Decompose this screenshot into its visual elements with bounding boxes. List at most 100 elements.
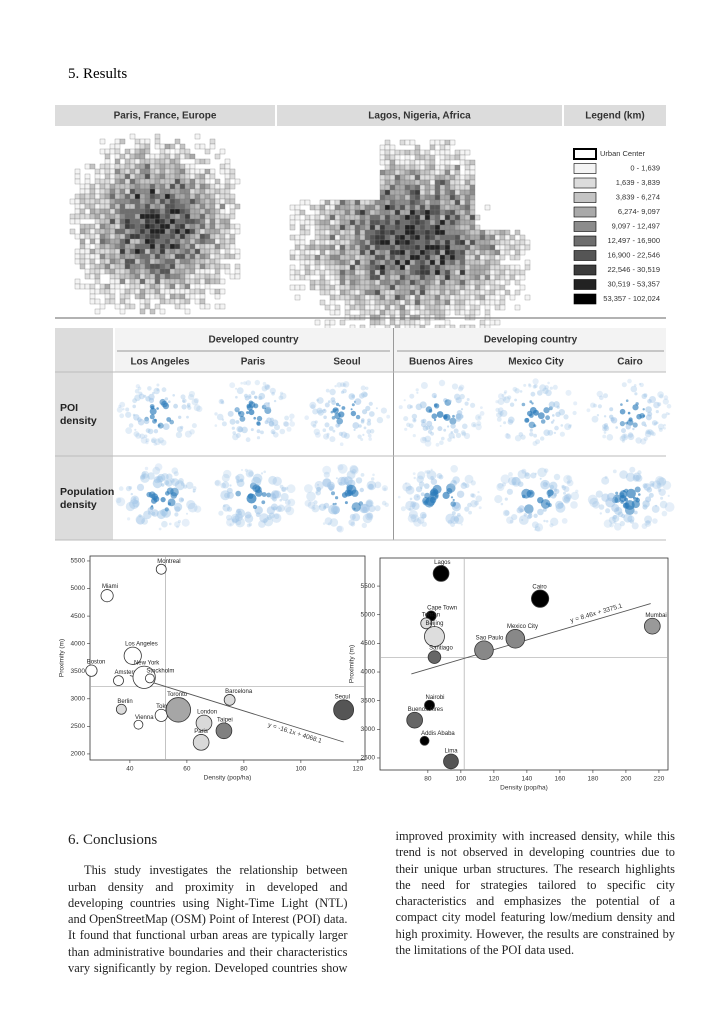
map-cell (464, 184, 471, 191)
map-cell (339, 264, 346, 271)
map-cell (89, 223, 96, 230)
map-cell (329, 224, 336, 231)
map-cell (74, 283, 81, 290)
density-dot (659, 500, 668, 509)
map-cell (439, 239, 446, 246)
map-cell (184, 253, 191, 260)
map-cell (394, 259, 401, 266)
map-cell (404, 269, 411, 276)
map-cell (439, 184, 446, 191)
density-dot (186, 500, 196, 510)
density-dot (220, 490, 231, 501)
map-cell (389, 174, 396, 181)
point (154, 708, 168, 722)
map-cell (454, 279, 461, 286)
density-dot (547, 494, 551, 498)
map-cell (174, 173, 181, 180)
map-cell (319, 269, 326, 276)
map-cell (509, 294, 516, 301)
x-tick-label: 200 (620, 776, 631, 783)
map-cell (319, 259, 326, 266)
map-cell (319, 254, 326, 261)
map-cell (414, 184, 421, 191)
map-cell (409, 139, 416, 146)
map-cell (144, 188, 151, 195)
map-cell (99, 183, 106, 190)
map-cell (389, 159, 396, 166)
map-cell (159, 148, 166, 155)
map-cell (474, 279, 481, 286)
density-dot (363, 426, 367, 430)
group-header-bg (115, 328, 666, 372)
map-cell (459, 214, 466, 221)
map-cell (204, 228, 211, 235)
map-cell (189, 218, 196, 225)
density-dot (332, 429, 336, 433)
density-dot (164, 480, 170, 486)
map-cell (184, 208, 191, 215)
density-dot (663, 427, 666, 430)
density-dot (508, 472, 513, 477)
density-dot (529, 432, 534, 437)
map-cell (414, 234, 421, 241)
density-dot (499, 414, 503, 418)
map-cell (479, 284, 486, 291)
map-cell (384, 249, 391, 256)
map-cell (364, 294, 371, 301)
map-cell (94, 253, 101, 260)
map-cell (484, 289, 491, 296)
map-cell (459, 179, 466, 186)
density-dot (289, 413, 295, 419)
map-cell (389, 284, 396, 291)
density-dot (626, 488, 636, 499)
density-dot (350, 408, 353, 411)
density-dot (529, 400, 533, 404)
map-cell (129, 153, 136, 160)
map-cell (444, 184, 451, 191)
map-cell (299, 234, 306, 241)
density-dot (171, 478, 180, 486)
map-cell (339, 279, 346, 286)
map-cell (434, 264, 441, 271)
density-dot (456, 490, 465, 498)
map-cell (504, 289, 511, 296)
map-cell (464, 209, 471, 216)
map-cell (444, 194, 451, 201)
density-dot (128, 423, 134, 428)
map-cell (194, 203, 201, 210)
point-label: Tokyo (156, 704, 172, 710)
map-cell (179, 258, 186, 265)
map-cell (79, 238, 86, 245)
map-cell (144, 178, 151, 185)
density-dot (229, 484, 232, 487)
map-cell (344, 234, 351, 241)
map-cell (394, 289, 401, 296)
map-cell (499, 274, 506, 281)
map-cell (119, 248, 126, 255)
map-cell (294, 274, 301, 281)
map-cell (144, 253, 151, 260)
map-cell (419, 214, 426, 221)
map-cell (149, 308, 156, 315)
map-cell (314, 244, 321, 251)
map-cell (344, 244, 351, 251)
density-dot (409, 393, 415, 399)
density-dot (497, 483, 504, 489)
map-cell (349, 239, 356, 246)
density-dot (330, 397, 336, 402)
map-cell (429, 284, 436, 291)
map-cell (149, 153, 156, 160)
map-cell (424, 254, 431, 261)
density-dot (141, 470, 150, 479)
density-dot (528, 512, 533, 516)
map-cell (294, 294, 301, 301)
density-dot (341, 406, 346, 410)
density-dot (466, 398, 470, 401)
map-cell (394, 214, 401, 221)
map-cell (364, 249, 371, 256)
density-dot (193, 404, 201, 412)
density-dot (236, 473, 245, 483)
map-cell (89, 263, 96, 270)
density-dot (221, 401, 225, 405)
density-dot (547, 489, 554, 496)
